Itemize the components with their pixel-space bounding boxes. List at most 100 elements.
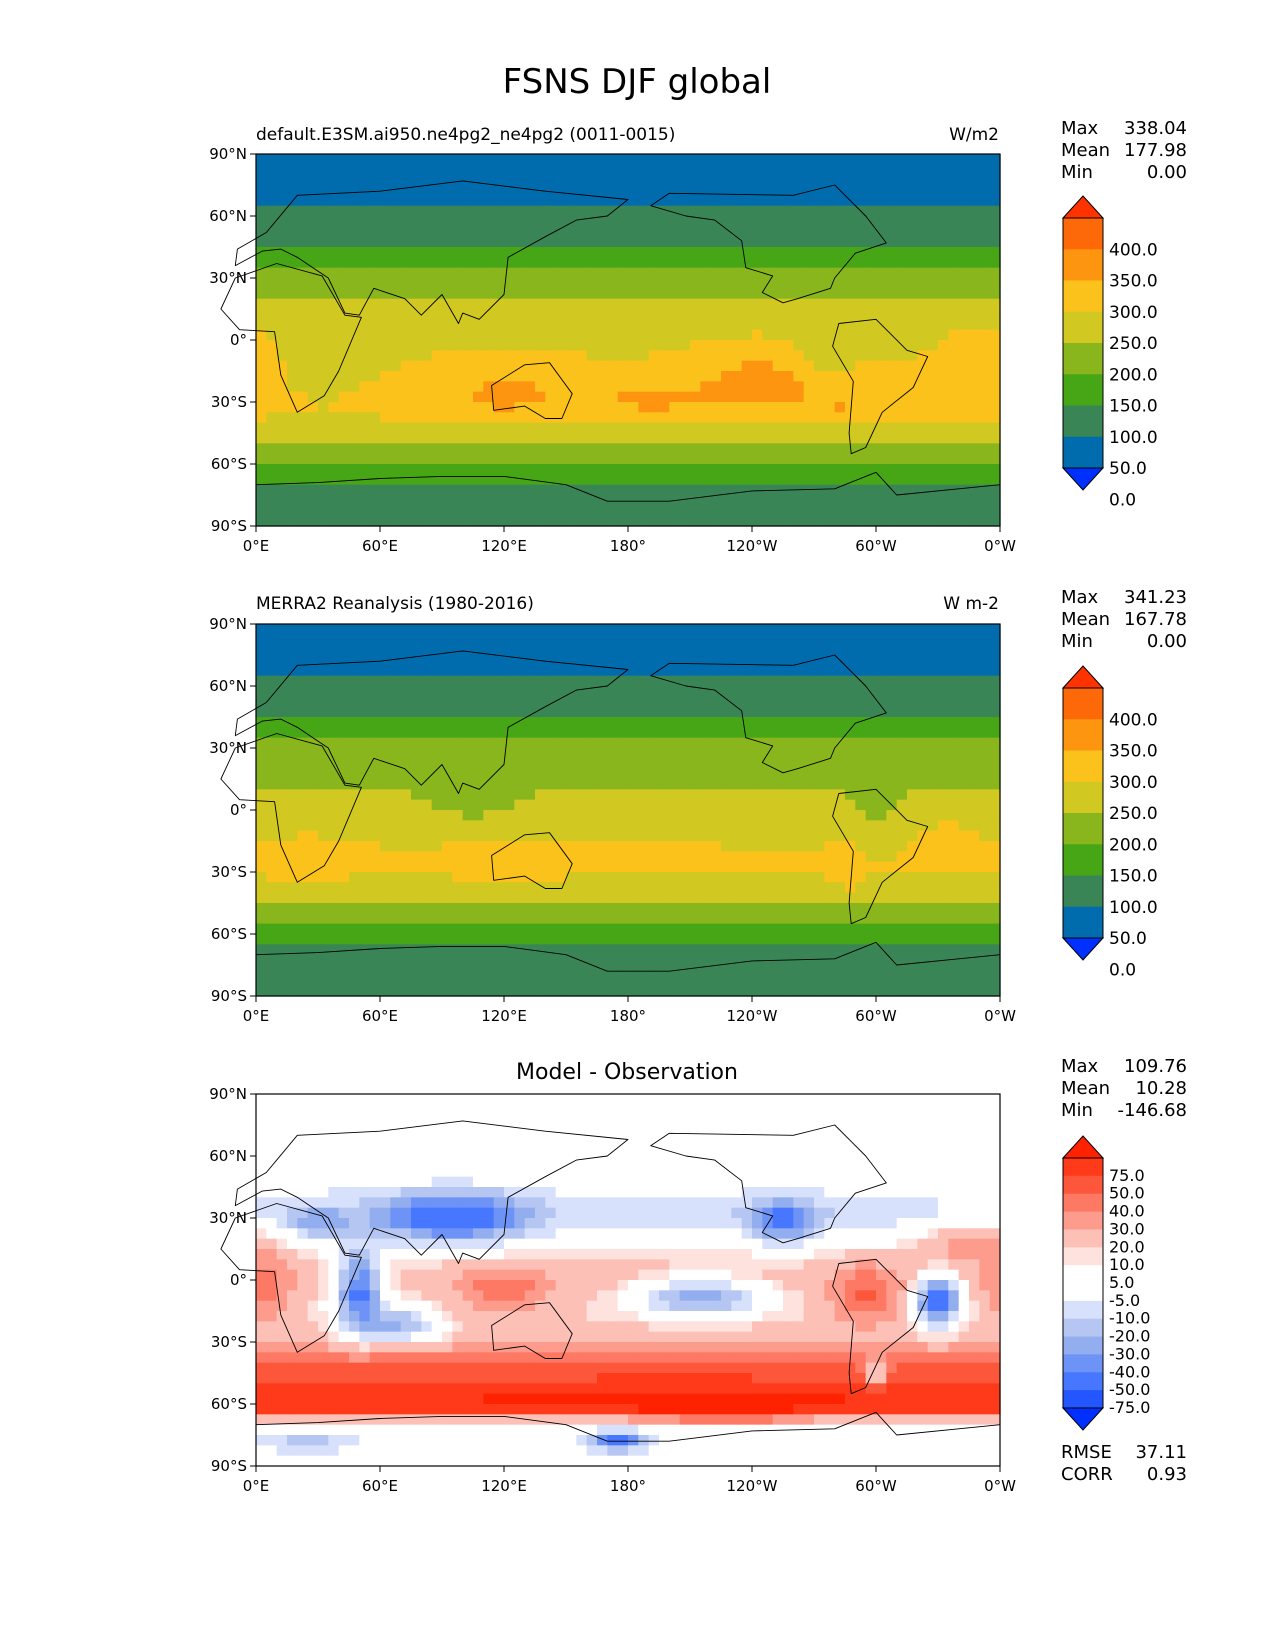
map-cell	[390, 830, 402, 842]
map-cell	[938, 768, 949, 780]
map-cell	[483, 236, 495, 248]
map-cell	[359, 505, 371, 517]
map-cell	[256, 319, 267, 331]
map-cell	[896, 758, 908, 770]
map-cell	[834, 453, 846, 465]
map-cell	[607, 309, 619, 320]
map-cell	[462, 903, 474, 914]
stat-max-label: Max	[1061, 118, 1099, 139]
map-cell	[287, 882, 298, 894]
map-cell	[359, 453, 371, 465]
map-cell	[917, 779, 929, 790]
map-cell	[989, 453, 1001, 465]
map-cell	[917, 944, 929, 956]
map-cell	[504, 820, 515, 832]
map-cell	[473, 913, 484, 925]
map-cell	[659, 391, 670, 403]
map-cell	[855, 737, 867, 749]
map-cell	[545, 340, 557, 351]
map-cell	[380, 236, 391, 248]
map-cell	[886, 453, 898, 465]
map-cell	[566, 861, 577, 873]
map-cell	[566, 758, 577, 770]
map-cell	[803, 727, 815, 739]
map-cell	[907, 748, 918, 759]
map-cell	[524, 727, 536, 739]
map-cell	[576, 422, 588, 434]
map-cell	[783, 329, 794, 341]
map-cell	[969, 422, 980, 434]
map-cell	[741, 872, 753, 883]
map-cell	[400, 319, 412, 331]
map-cell	[741, 309, 753, 320]
map-cell	[824, 443, 836, 455]
map-cell	[566, 464, 577, 475]
map-cell	[669, 789, 681, 801]
map-cell	[752, 247, 763, 258]
map-cell	[834, 329, 846, 341]
map-cell	[421, 185, 433, 196]
map-cell	[989, 247, 1001, 258]
map-cell	[710, 350, 722, 362]
map-cell	[318, 412, 329, 424]
map-cell	[566, 944, 577, 956]
map-cell	[679, 841, 691, 852]
map-cell	[731, 686, 743, 697]
map-cell	[545, 443, 557, 455]
map-cell	[803, 278, 815, 289]
map-cell	[927, 505, 939, 517]
map-cell	[338, 665, 350, 677]
map-cell	[979, 727, 991, 739]
map-cell	[545, 195, 557, 207]
map-cell	[938, 820, 949, 832]
map-cell	[442, 851, 453, 863]
map-cell	[958, 412, 970, 424]
map-cell	[617, 903, 629, 914]
map-cell	[793, 474, 805, 486]
map-cell	[504, 515, 515, 527]
map-cell	[493, 944, 505, 956]
map-cell	[907, 174, 918, 186]
panel-reference-units: W m-2	[943, 594, 999, 614]
map-cell	[752, 624, 763, 635]
map-cell	[927, 515, 939, 527]
map-cell	[535, 913, 546, 925]
map-cell	[969, 174, 980, 186]
map-cell	[886, 851, 898, 863]
map-cell	[679, 185, 691, 196]
map-cell	[328, 267, 340, 279]
map-cell	[431, 164, 443, 176]
map-cell	[390, 634, 402, 646]
map-cell	[876, 841, 887, 852]
map-cell	[597, 913, 608, 925]
map-cell	[607, 495, 619, 506]
map-cell	[555, 892, 567, 904]
map-cell	[793, 226, 805, 238]
map-cell	[710, 706, 722, 718]
map-cell	[400, 644, 412, 656]
map-cell	[948, 402, 960, 413]
map-cell	[731, 453, 743, 465]
map-cell	[555, 665, 567, 677]
map-cell	[979, 841, 991, 852]
map-cell	[514, 934, 526, 945]
map-cell	[462, 381, 474, 393]
map-cell	[958, 288, 970, 300]
map-cell	[710, 422, 722, 434]
map-cell	[814, 453, 825, 465]
map-cell	[865, 903, 877, 914]
map-cell	[979, 391, 991, 403]
map-cell	[938, 226, 949, 238]
map-cell	[586, 706, 598, 718]
map-cell	[710, 288, 722, 300]
map-cell	[473, 872, 484, 883]
map-cell	[297, 820, 309, 832]
map-cell	[762, 216, 774, 227]
map-cell	[607, 236, 619, 248]
map-cell	[483, 402, 495, 413]
map-cell	[617, 655, 629, 666]
map-cell	[617, 748, 629, 759]
map-cell	[876, 903, 887, 914]
map-cell	[411, 923, 422, 935]
map-cell	[752, 185, 763, 196]
